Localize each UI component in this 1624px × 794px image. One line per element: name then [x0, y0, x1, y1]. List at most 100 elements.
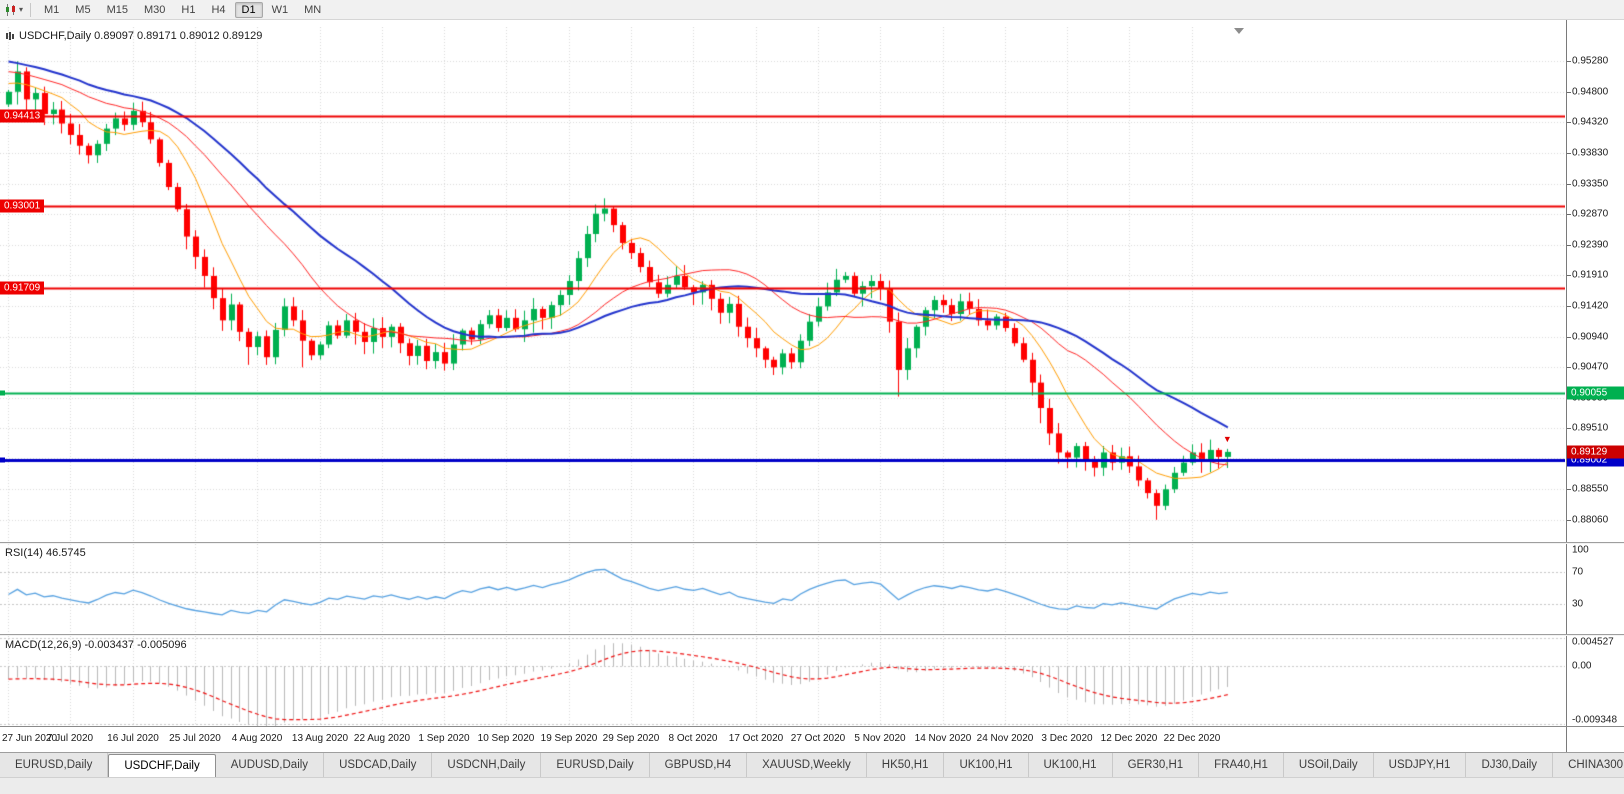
timeframe-button-m30[interactable]: M30 — [143, 3, 166, 16]
price-tick-mark — [1567, 489, 1571, 490]
date-label: 5 Nov 2020 — [854, 733, 906, 744]
price-tick-mark — [1567, 184, 1571, 185]
timeframe-button-m15[interactable]: M15 — [106, 3, 128, 16]
hline-label-0.91709[interactable]: 0.91709 — [0, 281, 45, 295]
chart-tab-usdcnh-daily[interactable]: USDCNH,Daily — [432, 753, 542, 777]
chart-tab-fra40-h1[interactable]: FRA40,H1 — [1199, 753, 1284, 777]
price-tick-label: 0.90940 — [1572, 331, 1609, 343]
rsi-label: RSI(14) 46.5745 — [5, 547, 86, 559]
symbol-chart-icon — [6, 32, 14, 40]
price-tick-label: 0.92390 — [1572, 239, 1609, 251]
price-tick-mark — [1567, 520, 1571, 521]
price-tick-label: 0.94320 — [1572, 116, 1609, 128]
chart-tab-usdcad-daily[interactable]: USDCAD,Daily — [324, 753, 433, 777]
price-tick-label: 0.94800 — [1572, 86, 1609, 98]
status-bar — [0, 777, 1624, 794]
date-label: 3 Dec 2020 — [1041, 733, 1093, 744]
chart-shift-marker — [1234, 28, 1244, 34]
date-label: 17 Oct 2020 — [728, 733, 784, 744]
date-label: 25 Jul 2020 — [169, 733, 221, 744]
price-tick-mark — [1567, 275, 1571, 276]
date-label: 7 Jul 2020 — [46, 733, 94, 744]
date-label: 27 Jun 2020 — [2, 733, 58, 744]
price-tick-label: 0.88060 — [1572, 514, 1609, 526]
rsi-tick-label: 100 — [1572, 544, 1589, 556]
price-tick-mark — [1567, 122, 1571, 123]
chart-tab-ger30-h1[interactable]: GER30,H1 — [1112, 753, 1200, 777]
date-label: 10 Sep 2020 — [477, 733, 535, 744]
chart-tab-eurusd-daily[interactable]: EURUSD,Daily — [541, 753, 650, 777]
price-tick-label: 0.89510 — [1572, 422, 1609, 434]
chart-tab-xauusd-weekly[interactable]: XAUUSD,Weekly — [747, 753, 867, 777]
price-tick-mark — [1567, 428, 1571, 429]
macd-tick-label: 0.004527 — [1572, 636, 1614, 648]
price-tick-mark — [1567, 92, 1571, 93]
date-label: 16 Jul 2020 — [107, 733, 159, 744]
timeframe-button-h4[interactable]: H4 — [211, 3, 226, 16]
rsi-tick-label: 30 — [1572, 598, 1584, 610]
chart-tab-usoil-daily[interactable]: USOil,Daily — [1283, 753, 1374, 777]
chart-tab-eurusd-daily[interactable]: EURUSD,Daily — [0, 753, 109, 777]
timeframe-button-w1[interactable]: W1 — [271, 3, 289, 16]
price-tick-label: 0.88550 — [1572, 483, 1609, 495]
timeframe-button-d1[interactable]: D1 — [234, 1, 263, 18]
chart-tab-uk100-h1[interactable]: UK100,H1 — [1028, 753, 1113, 777]
price-tick-mark — [1567, 367, 1571, 368]
price-tick-mark — [1567, 153, 1571, 154]
date-label: 1 Sep 2020 — [418, 733, 470, 744]
toolbar-divider — [30, 2, 32, 17]
date-axis[interactable]: 27 Jun 2020 7 Jul 2020 16 Jul 2020 25 Jul 2… — [0, 727, 1566, 752]
date-axis-separator — [0, 726, 1624, 727]
sell-arrow-marker: ▼ — [1222, 434, 1232, 445]
chart-tab-hk50-h1[interactable]: HK50,H1 — [866, 753, 945, 777]
price-tick-label: 0.91910 — [1572, 269, 1609, 281]
hline-price-tag-0.90055[interactable]: 0.90055 — [1567, 386, 1624, 400]
current-price-tag: 0.89129 — [1567, 445, 1624, 459]
date-label: 29 Sep 2020 — [602, 733, 660, 744]
date-label: 14 Nov 2020 — [914, 733, 972, 744]
hline-label-0.93001[interactable]: 0.93001 — [0, 199, 45, 213]
timeframe-button-m1[interactable]: M1 — [44, 3, 60, 16]
panel-separator[interactable] — [0, 542, 1624, 544]
rsi-indicator-canvas[interactable] — [0, 544, 1565, 634]
timeframe-button-mn[interactable]: MN — [304, 3, 322, 16]
price-tick-label: 0.93830 — [1572, 147, 1609, 159]
timeframe-button-m5[interactable]: M5 — [75, 3, 91, 16]
hline-handle[interactable] — [0, 457, 5, 463]
chart-tab-audusd-daily[interactable]: AUDUSD,Daily — [215, 753, 325, 777]
date-label: 22 Aug 2020 — [353, 733, 411, 744]
chart-ohlc-label: USDCHF,Daily 0.89097 0.89171 0.89012 0.8… — [5, 30, 262, 42]
price-tick-label: 0.90470 — [1572, 361, 1609, 373]
date-label: 24 Nov 2020 — [976, 733, 1034, 744]
chart-window[interactable]: USDCHF,Daily 0.89097 0.89171 0.89012 0.8… — [0, 20, 1624, 752]
price-tick-mark — [1567, 214, 1571, 215]
price-tick-label: 0.93350 — [1572, 178, 1609, 190]
price-tick-label: 0.92870 — [1572, 208, 1609, 220]
chart-tab-dj30-daily[interactable]: DJ30,Daily — [1466, 753, 1554, 777]
date-label: 8 Oct 2020 — [668, 733, 718, 744]
hline-handle[interactable] — [0, 390, 5, 396]
ohlc-text: USDCHF,Daily 0.89097 0.89171 0.89012 0.8… — [19, 30, 263, 42]
macd-tick-label: 0.00 — [1572, 660, 1592, 672]
chart-type-icon[interactable] — [4, 3, 18, 17]
price-tick-label: 0.91420 — [1572, 300, 1609, 312]
macd-label: MACD(12,26,9) -0.003437 -0.005096 — [5, 639, 187, 651]
chart-tab-usdchf-daily[interactable]: USDCHF,Daily — [108, 754, 216, 777]
chart-type-caret-icon[interactable]: ▾ — [19, 5, 24, 14]
price-tick-label: 0.95280 — [1572, 55, 1609, 67]
date-label: 12 Dec 2020 — [1100, 733, 1158, 744]
hline-label-0.94413[interactable]: 0.94413 — [0, 109, 45, 123]
price-tick-mark — [1567, 337, 1571, 338]
price-scale[interactable]: 0.95280 0.94800 0.94320 0.93830 0.93350 0.928… — [1566, 20, 1624, 752]
macd-indicator-canvas[interactable] — [0, 636, 1565, 726]
timeframe-button-h1[interactable]: H1 — [181, 3, 196, 16]
panel-separator[interactable] — [0, 634, 1624, 636]
chart-tab-uk100-h1[interactable]: UK100,H1 — [944, 753, 1029, 777]
chart-tab-usdjpy-h1[interactable]: USDJPY,H1 — [1373, 753, 1467, 777]
price-tick-mark — [1567, 245, 1571, 246]
top-toolbar: ▾ M1 M5 M15 M30 H1 H4 D1 W1 MN — [0, 0, 1624, 20]
chart-tab-china300-h1[interactable]: CHINA300,H1 — [1553, 753, 1624, 777]
chart-tab-gbpusd-h4[interactable]: GBPUSD,H4 — [649, 753, 748, 777]
main-chart-canvas[interactable] — [0, 27, 1565, 542]
